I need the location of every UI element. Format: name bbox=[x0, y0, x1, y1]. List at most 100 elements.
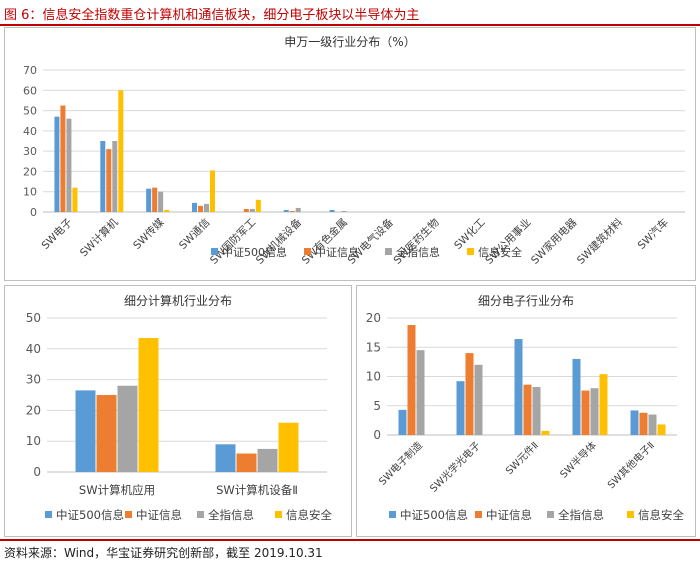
y-tick-label: 60 bbox=[23, 84, 37, 97]
y-tick-label: 40 bbox=[23, 125, 37, 138]
legend-label: 中证500信息 bbox=[222, 245, 287, 259]
category-label: SW计算机设备Ⅱ bbox=[216, 483, 298, 497]
legend-label: 中证500信息 bbox=[56, 508, 124, 522]
y-tick-label: 30 bbox=[26, 373, 41, 387]
legend-swatch bbox=[547, 511, 554, 518]
bar-1 bbox=[514, 339, 523, 435]
category-label: SW建筑材料 bbox=[574, 215, 625, 266]
chart-title: 申万一级行业分布（%） bbox=[284, 35, 415, 49]
legend-label: 中证500信息 bbox=[400, 508, 468, 522]
y-tick-label: 30 bbox=[23, 145, 37, 158]
bar-1 bbox=[146, 188, 152, 212]
legend-swatch bbox=[475, 511, 482, 518]
bar-3 bbox=[295, 207, 301, 212]
chart-title: 细分电子行业分布 bbox=[478, 294, 574, 308]
bar-4 bbox=[541, 430, 550, 435]
bar-2 bbox=[198, 205, 203, 212]
panel-bottom-right: 细分电子行业分布 0 5 10 15 20 SW电子制造 SW光学光电子 SW元件Ⅱ SW半导体 S… bbox=[356, 285, 696, 537]
bar-1 bbox=[215, 444, 236, 472]
legend-swatch bbox=[389, 511, 396, 518]
legend-swatch bbox=[197, 511, 204, 518]
y-tick-label: 10 bbox=[23, 186, 37, 199]
legend-swatch bbox=[385, 248, 392, 255]
bar-1 bbox=[329, 209, 335, 212]
y-tick-label: 50 bbox=[23, 105, 37, 118]
y-tick-label: 5 bbox=[373, 399, 381, 413]
y-tick-label: 20 bbox=[23, 165, 37, 178]
bar-4 bbox=[164, 209, 170, 212]
figure-title: 图 6：信息安全指数重仓计算机和通信板块，细分电子板块以半导体为主 bbox=[4, 8, 420, 23]
bar-3 bbox=[474, 364, 483, 435]
bar-4 bbox=[599, 374, 608, 435]
category-label: SW半导体 bbox=[557, 439, 599, 481]
y-tick-label: 0 bbox=[30, 206, 37, 219]
bar-2 bbox=[243, 208, 249, 212]
category-label: SW光学光电子 bbox=[427, 439, 483, 495]
bar-3 bbox=[416, 350, 425, 435]
category-label: SW医药生物 bbox=[391, 216, 442, 267]
y-tick-label: 10 bbox=[26, 434, 41, 448]
bar-2 bbox=[96, 395, 117, 472]
category-label: SW元件Ⅱ bbox=[503, 439, 541, 477]
bar-3 bbox=[66, 118, 72, 212]
bar-3 bbox=[532, 387, 541, 435]
source-rule bbox=[0, 539, 700, 541]
category-label: SW家用电器 bbox=[528, 215, 579, 266]
bar-2 bbox=[60, 105, 66, 212]
y-tick-label: 20 bbox=[366, 311, 381, 325]
source-note: 资料来源：Wind，华宝证券研究创新部，截至 2019.10.31 bbox=[4, 546, 323, 560]
chart-computer-sub: 细分计算机行业分布 0 10 20 30 40 50 SW计算机应用 SW计算机设备Ⅱ 中证500… bbox=[26, 293, 333, 522]
category-label: SW电子制造 bbox=[376, 439, 425, 488]
bar-3 bbox=[648, 414, 657, 435]
bar-4 bbox=[255, 199, 261, 212]
bar-1 bbox=[75, 390, 96, 472]
y-tick-label: 15 bbox=[366, 340, 381, 354]
y-tick-label: 20 bbox=[26, 403, 41, 417]
bar-2 bbox=[523, 384, 532, 435]
category-label: SW其他电子Ⅱ bbox=[605, 439, 657, 491]
bar-4 bbox=[278, 422, 299, 472]
bar-3 bbox=[590, 388, 599, 435]
category-label: SW电气设备 bbox=[345, 215, 396, 266]
legend-label: 全指信息 bbox=[558, 508, 604, 522]
legend-label: 中证信息 bbox=[486, 508, 532, 522]
bar-2 bbox=[289, 210, 295, 212]
title-rule bbox=[0, 24, 700, 26]
bar-4 bbox=[210, 170, 215, 212]
category-label: SW传媒 bbox=[130, 215, 166, 251]
bar-4 bbox=[138, 338, 159, 472]
bar-4 bbox=[657, 424, 666, 435]
bar-2 bbox=[407, 325, 416, 435]
bar-1 bbox=[192, 202, 197, 212]
bar-3 bbox=[158, 191, 164, 212]
legend-swatch bbox=[627, 511, 634, 518]
bar-1 bbox=[630, 410, 639, 435]
chart-title: 细分计算机行业分布 bbox=[124, 293, 232, 308]
bar-1 bbox=[398, 409, 407, 435]
bar-1 bbox=[54, 116, 60, 212]
category-label: SW电子 bbox=[39, 216, 75, 252]
legend-swatch bbox=[45, 511, 52, 518]
bar-2 bbox=[581, 390, 590, 435]
legend-swatch bbox=[125, 511, 132, 518]
bar-2 bbox=[236, 453, 257, 472]
bar-2 bbox=[639, 412, 648, 435]
y-tick-label: 50 bbox=[26, 311, 41, 325]
legend-swatch bbox=[467, 248, 474, 255]
bar-3 bbox=[341, 210, 347, 212]
category-label: SW通信 bbox=[177, 216, 212, 251]
y-tick-label: 0 bbox=[33, 465, 41, 479]
y-tick-label: 10 bbox=[366, 370, 381, 384]
legend-label: 信息安全 bbox=[286, 508, 332, 522]
legend-label: 中证信息 bbox=[136, 508, 182, 522]
category-label: SW计算机 bbox=[77, 215, 121, 259]
bar-2 bbox=[465, 353, 474, 435]
panel-top: 申万一级行业分布（%） 0 10 20 30 40 50 60 70 SW电子 SW计算机 SW传媒 S… bbox=[4, 27, 696, 281]
chart-sw-level1: 申万一级行业分布（%） 0 10 20 30 40 50 60 70 SW电子 SW计算机 SW传媒 S… bbox=[23, 35, 685, 267]
bar-3 bbox=[112, 141, 118, 212]
legend-label: 全指信息 bbox=[396, 245, 440, 259]
category-label: SW有色金属 bbox=[299, 216, 350, 267]
y-tick-label: 70 bbox=[23, 64, 37, 77]
legend-label: 信息安全 bbox=[478, 245, 522, 259]
category-label: SW汽车 bbox=[635, 216, 671, 252]
